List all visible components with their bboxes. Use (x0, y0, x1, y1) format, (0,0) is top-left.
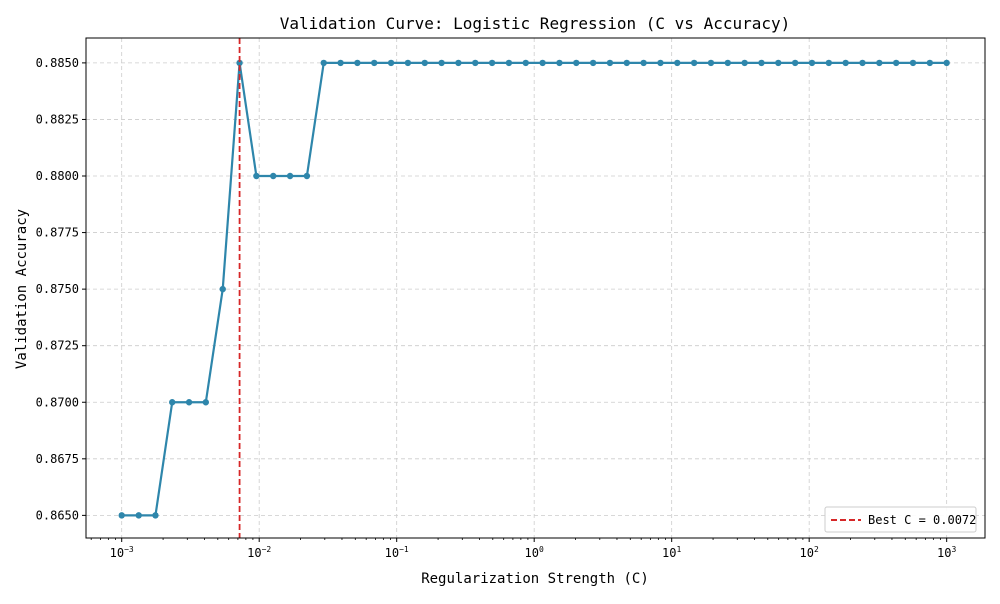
data-point (707, 59, 715, 67)
x-tick-label: 103 (937, 545, 956, 560)
data-point (876, 59, 883, 67)
legend: Best C = 0.0072 (824, 506, 977, 533)
data-point (472, 59, 479, 67)
data-point (337, 59, 344, 67)
data-point (859, 59, 866, 67)
data-point (556, 59, 563, 67)
data-point (808, 59, 816, 67)
data-point (270, 172, 277, 180)
y-tick-label: 0.8675 (36, 452, 79, 466)
data-point (354, 59, 361, 67)
data-point (791, 59, 799, 67)
data-point (253, 172, 260, 180)
data-point (152, 512, 159, 519)
data-point (219, 285, 226, 293)
data-point (202, 399, 210, 406)
data-point (943, 59, 950, 67)
data-point (573, 59, 580, 67)
data-point (657, 59, 664, 67)
data-point (438, 59, 445, 67)
data-point (606, 59, 614, 67)
data-point (236, 59, 243, 67)
x-tick-label: 10−3 (110, 545, 134, 560)
x-tick-label: 102 (800, 545, 819, 560)
data-point (724, 59, 731, 67)
y-axis-label: Validation Accuracy (14, 209, 30, 369)
data-point (825, 59, 833, 67)
y-tick-label: 0.8750 (36, 282, 79, 296)
data-point (741, 59, 748, 67)
data-point (522, 59, 529, 67)
data-point (404, 59, 412, 67)
data-point (488, 59, 496, 67)
x-axis-label: Regularization Strength (C) (421, 571, 649, 587)
data-point (775, 59, 782, 67)
y-tick-label: 0.8650 (36, 508, 79, 522)
data-point (909, 59, 917, 67)
y-tick-label: 0.8825 (36, 112, 79, 126)
legend-label-best-c: Best C = 0.0072 (868, 513, 976, 527)
data-point (455, 59, 462, 67)
data-point (842, 59, 849, 67)
x-tick-label: 10−2 (247, 545, 271, 560)
y-tick-label: 0.8700 (36, 395, 79, 409)
x-tick-label: 101 (662, 545, 681, 560)
data-point (169, 399, 176, 406)
data-point (690, 59, 698, 67)
y-tick-label: 0.8850 (36, 56, 79, 70)
axes: 10−3 10−2 10−1 100 101 102 103 0.8650 0.8675 0.87… (36, 37, 986, 560)
data-point (623, 59, 630, 67)
data-point (387, 59, 395, 67)
y-tick-label: 0.8725 (36, 339, 79, 353)
data-point (286, 172, 294, 180)
data-point (674, 59, 681, 67)
chart-title: Validation Curve: Logistic Regression (C… (280, 14, 791, 33)
y-tick-label: 0.8800 (36, 169, 79, 183)
legend-box (824, 506, 977, 533)
y-tick-label: 0.8775 (36, 226, 79, 240)
x-tick-label: 10−1 (385, 545, 409, 560)
plot-area (118, 38, 950, 538)
data-point (758, 59, 765, 67)
data-point (892, 59, 900, 67)
x-tick-label: 100 (525, 545, 544, 560)
data-point (118, 512, 125, 519)
data-point (505, 59, 513, 67)
data-point (926, 59, 934, 67)
data-point (371, 59, 378, 67)
data-point (320, 59, 327, 67)
data-point (640, 59, 647, 67)
data-point (185, 399, 193, 406)
data-point (421, 59, 428, 67)
data-point (303, 172, 311, 180)
data-point (539, 59, 546, 67)
data-point (589, 59, 597, 67)
data-point (135, 512, 142, 519)
plot-frame (85, 37, 986, 539)
